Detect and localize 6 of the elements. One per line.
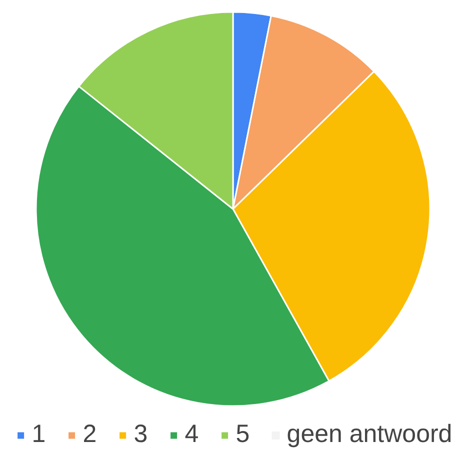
- legend-label: 1: [32, 420, 46, 449]
- legend-label: 3: [134, 420, 148, 449]
- legend-label: 5: [236, 420, 250, 449]
- legend-label: 2: [82, 420, 97, 449]
- legend-label: geen antwoord: [286, 420, 452, 449]
- legend-label: 4: [184, 420, 199, 449]
